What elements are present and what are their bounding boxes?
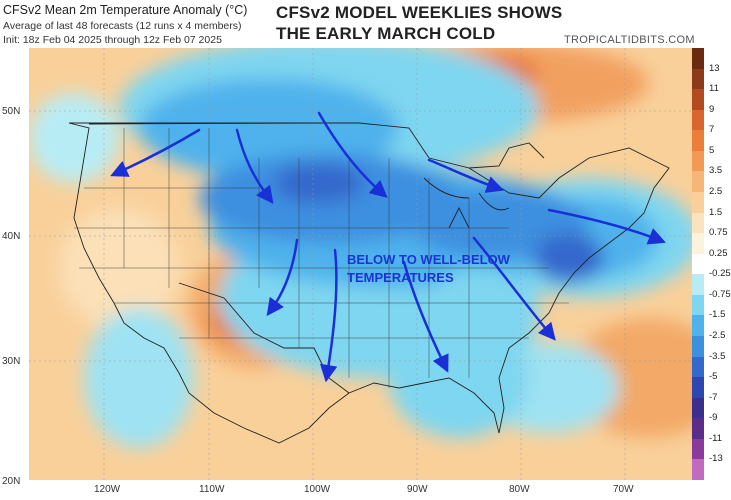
lat-label: 50N: [2, 106, 21, 117]
colorbar-swatch: [692, 192, 704, 214]
chart-subtitle: Average of last 48 forecasts (12 runs x …: [3, 20, 242, 32]
colorbar-tick-label: 9: [709, 103, 715, 115]
colorbar-swatch: [692, 294, 704, 316]
arrow: [472, 236, 556, 341]
header: CFSv2 Mean 2m Temperature Anomaly (°C) A…: [0, 0, 731, 48]
colorbar-tick-label: 2.5: [709, 186, 723, 197]
lat-label: 30N: [2, 356, 21, 367]
brand-watermark: TROPICALTIDBITS.COM: [564, 34, 695, 46]
colorbar-tick-label: -3.5: [709, 350, 726, 362]
colorbar-tick-label: -9: [709, 412, 718, 424]
annotation-line-2: THE EARLY MARCH COLD: [276, 24, 496, 43]
init-time: Init: 18z Feb 04 2025 through 12z Feb 07…: [3, 34, 222, 46]
colorbar-swatch: [692, 48, 704, 70]
colorbar-tick-label: -13: [709, 453, 723, 465]
colorbar-tick-label: 11: [709, 83, 719, 95]
colorbar-tick-label: -0.75: [709, 288, 731, 300]
colorbar-tick-label: -1.5: [709, 309, 726, 321]
overlay-label-line-1: BELOW TO WELL-BELOW: [347, 252, 510, 267]
lon-label: 90W: [407, 484, 428, 495]
colorbar-tick-label: -2.5: [709, 330, 726, 341]
colorbar-swatch: [692, 253, 704, 275]
arrow: [427, 158, 505, 193]
colorbar-swatch: [692, 109, 704, 131]
colorbar: [692, 48, 704, 481]
arrow: [110, 128, 201, 177]
lon-label: 120W: [94, 484, 121, 495]
colorbar-swatch: [692, 459, 704, 481]
colorbar-swatch: [692, 418, 704, 440]
colorbar-tick-label: -5: [709, 371, 718, 383]
colorbar-tick-label: -11: [709, 432, 723, 444]
colorbar-tick-label: 1.5: [709, 206, 723, 218]
arrow: [402, 260, 449, 373]
cold-air-arrows: [110, 111, 666, 383]
colorbar-swatch: [692, 274, 704, 296]
annotation-line-1: CFSv2 MODEL WEEKLIES SHOWS: [276, 3, 563, 22]
colorbar-swatch: [692, 356, 704, 378]
overlay-label: BELOW TO WELL-BELOW TEMPERATURES: [347, 251, 510, 287]
colorbar-tick-label: -0.25: [709, 268, 731, 280]
annotation-headline: CFSv2 MODEL WEEKLIES SHOWS THE EARLY MAR…: [276, 2, 562, 44]
state-borders: [74, 128, 569, 388]
lat-label: 20N: [2, 476, 21, 487]
colorbar-tick-label: 5: [709, 144, 715, 156]
colorbar-swatch: [692, 68, 704, 90]
colorbar-swatch: [692, 130, 704, 152]
colorbar-swatch: [692, 397, 704, 419]
colorbar-tick-label: 13: [709, 62, 720, 74]
arrow: [235, 128, 274, 205]
lon-label: 80W: [509, 484, 530, 495]
lon-label: 100W: [304, 484, 331, 495]
arrow: [320, 248, 338, 383]
arrow: [317, 111, 388, 198]
arrow: [547, 208, 666, 245]
anomaly-field: [29, 48, 692, 480]
colorbar-swatch: [692, 377, 704, 399]
anomaly-map: BELOW TO WELL-BELOW TEMPERATURES: [29, 48, 692, 480]
colorbar-swatch: [692, 438, 704, 460]
colorbar-tick-label: 0.75: [709, 227, 728, 239]
colorbar-swatch: [692, 89, 704, 111]
colorbar-swatch: [692, 150, 704, 172]
colorbar-swatch: [692, 315, 704, 337]
colorbar-tick-label: -7: [709, 391, 718, 403]
colorbar-tick-label: 0.25: [709, 247, 728, 259]
lat-label: 40N: [2, 231, 21, 242]
colorbar-swatch: [692, 171, 704, 193]
lon-label: 110W: [199, 484, 225, 495]
colorbar-swatch: [692, 212, 704, 234]
colorbar-swatch: [692, 233, 704, 255]
colorbar-swatch: [692, 336, 704, 358]
colorbar-tick-label: 7: [709, 124, 715, 136]
colorbar-tick-label: 3.5: [709, 165, 723, 177]
lon-label: 70W: [613, 484, 634, 495]
overlay-label-line-2: TEMPERATURES: [347, 270, 454, 285]
coastline-outline: [68, 122, 670, 444]
arrow: [266, 238, 299, 317]
chart-title: CFSv2 Mean 2m Temperature Anomaly (°C): [3, 3, 248, 17]
graticule: [29, 48, 692, 480]
